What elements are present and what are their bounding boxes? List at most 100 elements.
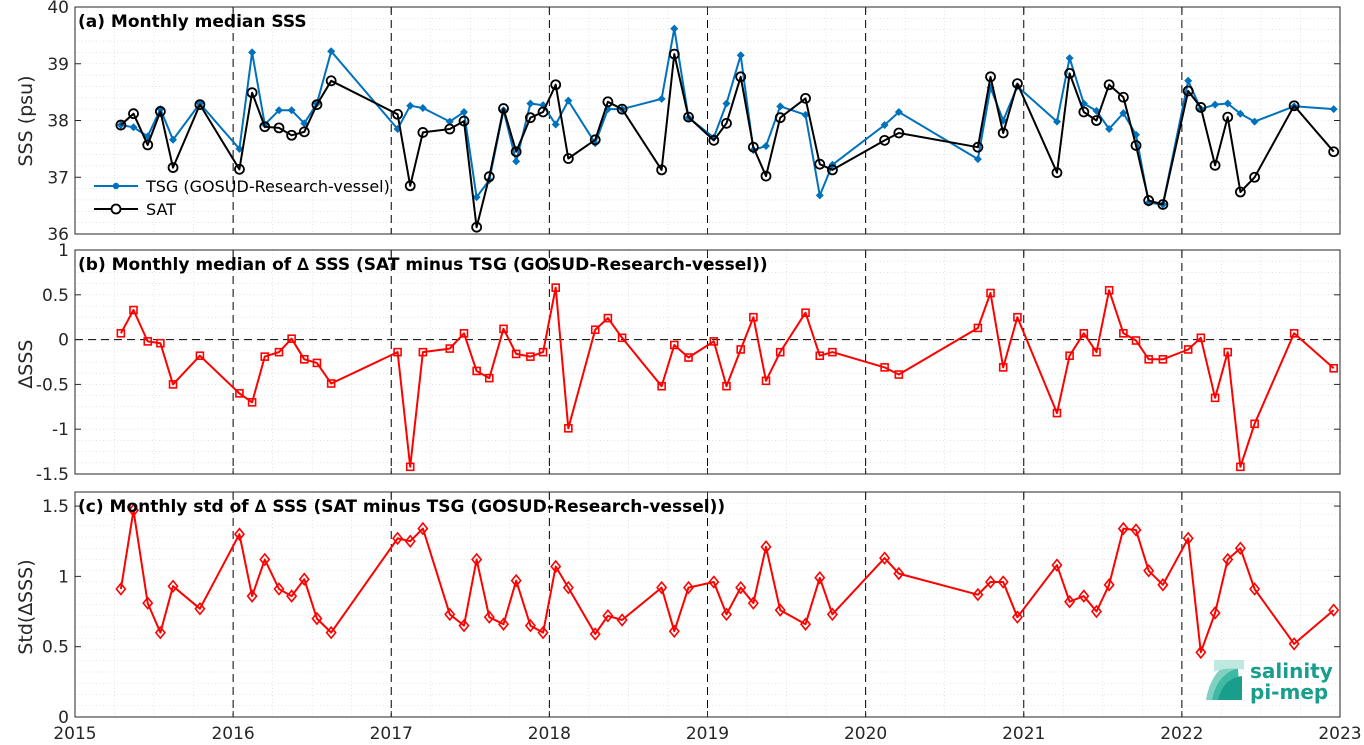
panel-c-std-point [562,580,574,595]
axes-frames [74,6,1341,718]
panel-a-sat-point [194,99,206,111]
panel-a-sat-point [417,127,429,138]
panel-a-sat-point [602,96,614,108]
panel-a-sat-point [1012,78,1023,90]
panel-c-std-point [814,571,826,585]
panel-b-ytick-label: 0 [58,331,69,351]
panel-a-sat-point [1117,91,1129,103]
panel-a-sat-point [444,123,456,135]
panel-c-std-point [325,625,337,640]
panel-b-diff-point [1250,419,1259,429]
legend-sat-marker [110,203,122,215]
panel-a-tsg-point [1211,100,1220,109]
panel-c-std-point [616,613,628,627]
panel-c-std-point [997,575,1009,589]
logo-wave-icon [1206,660,1244,700]
panel-c-std-point [142,596,154,610]
panel-a-sat-point [997,127,1009,139]
panel-b-diff-point [129,305,138,315]
panel-a-sat-point [286,129,298,141]
panel-a-sat-point [562,153,574,164]
panel-a-sat-point [115,119,127,131]
panel-c-std-point [298,572,310,586]
panel-c-std-point [1103,578,1115,592]
panel-b-diff-point [418,347,428,357]
panel-a-tsg-point [551,120,560,129]
panel-b-diff-point [405,462,415,472]
panel-a-sat-point [154,106,166,117]
panel-a-tsg-point [418,104,427,113]
panel-c-std-point [154,625,166,640]
panel-a-sat-point [1249,171,1261,183]
legend-tsg-label: TSG (GOSUD-Research-vessel) [145,177,390,196]
panel-a-sat-point [259,121,271,133]
panel-a-sat-point [1234,186,1246,198]
panel-a-ytick-label: 40 [47,0,69,18]
panel-a-sat-point [246,87,258,99]
panel-a-sat-point [800,92,811,104]
panel-c-std-point [985,575,997,589]
panel-a-sat-point [510,146,522,158]
panel-a-sat-point [616,103,628,115]
panel-b-diff-point [669,340,679,350]
panel-a-tsg-point [1223,99,1232,108]
panel-c-std-point [1288,637,1300,651]
panel-a-sat-point [747,141,759,153]
panel-c-std-point [311,611,323,626]
panel-c-std-point [1209,606,1221,620]
panel-b-ytick-label: -1 [52,420,69,440]
legend-tsg-marker [112,182,120,190]
panel-a-sat-point [498,103,509,114]
panel-c-std-point [194,601,206,616]
panel-c-std-point [747,596,759,610]
panel-c-std-point [1117,521,1129,536]
panel-a-sat-point [760,170,772,182]
panel-b-diff-point [1236,462,1245,472]
panel-c-std-point [879,551,891,565]
panel-c-std-point [233,527,245,541]
panel-a-sat-point [1157,199,1169,210]
panel-b-diff-point [1131,336,1141,345]
panel-b-diff-point [393,347,402,357]
panel-b-diff-point [761,376,771,386]
panel-b-diff-point [1052,408,1062,418]
panel-c-std-point [735,580,747,595]
panel-a-sat-point [972,141,984,153]
panel-a-tsg-point [327,47,336,56]
panel-b-diff-point [1013,312,1022,322]
panel-b-diff-point [247,398,257,407]
panel-c-std-point [286,589,298,603]
panel-a-sat-point [1328,146,1340,158]
series-layer [115,24,1340,660]
panel-c-ytick-label: 1.5 [42,497,69,517]
panel-c-std-point [115,582,127,596]
panel-a-sat-point [1130,140,1142,151]
panel-b-diff-point [828,347,837,357]
panel-c-std-point [127,503,140,518]
panel-b-diff-point [156,338,165,348]
panel-a-sat-point [142,139,154,151]
panel-a-sat-point [404,180,416,192]
panel-a-ytick-label: 39 [47,55,69,75]
panel-b-ytick-label: 0.5 [42,286,69,306]
panel-c-title: (c) Monthly std of ∆ SSS (SAT minus TSG … [78,497,725,517]
panel-c-std-point [524,618,536,633]
panel-a-tsg-point [169,135,178,144]
panel-a-ytick-label: 37 [47,168,69,188]
panel-a-ylabel: SSS (psu) [15,75,37,166]
panel-a-tsg-point [1250,117,1259,126]
panel-b-diff-point [986,288,995,298]
panel-a-sat-point [683,111,694,123]
panel-b-diff-point [538,347,548,357]
xtick-label: 2023 [1318,724,1361,744]
panel-a-tsg-point [129,123,138,132]
panel-b-diff-point [1079,329,1089,338]
panel-b-title: (b) Monthly median of ∆ SSS (SAT minus T… [78,255,768,275]
panel-a-sat-point [483,171,495,183]
panel-c-ytick-label: 0 [58,708,69,728]
panel-b-diff-point [511,349,521,359]
panel-c-std-point [1130,523,1142,537]
panel-a-sat-point [827,164,838,176]
panel-a-sat-point [325,75,337,87]
panel-b-diff-point [445,344,455,353]
